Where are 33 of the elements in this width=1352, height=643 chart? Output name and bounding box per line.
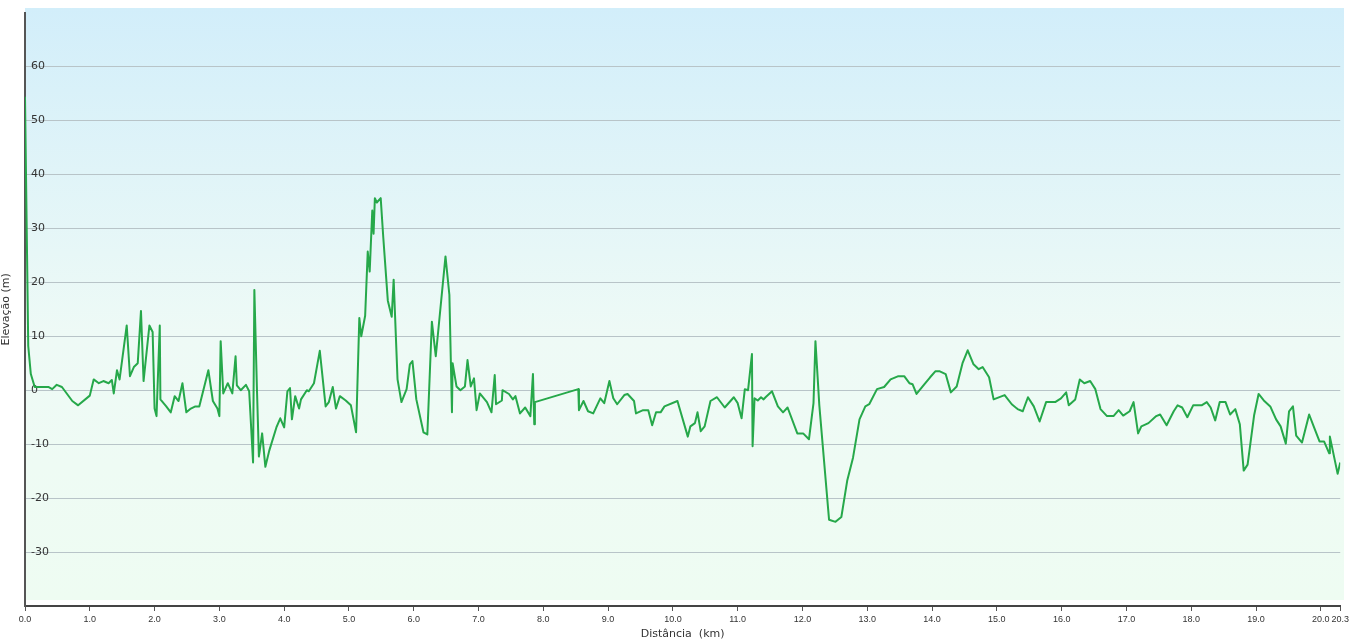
x-tick-label: 9.0 xyxy=(601,613,615,624)
y-tick-label: 40 xyxy=(31,167,45,181)
x-tick-label: 16.0 xyxy=(1052,613,1071,624)
x-axis-title: Distância (km) xyxy=(640,627,725,641)
y-tick-label: 60 xyxy=(31,59,45,73)
x-tick-label: 6.0 xyxy=(407,613,420,624)
x-tick-label: 17.0 xyxy=(1117,613,1136,624)
x-tick-label: 19.0 xyxy=(1247,613,1265,624)
x-tick-label: 2.0 xyxy=(148,613,161,624)
x-tick-label: 0.0 xyxy=(18,613,32,624)
x-tick-label: 20.0 xyxy=(1312,613,1330,624)
x-tick-label: 14.0 xyxy=(923,613,941,624)
y-axis-title: Elevação (m) xyxy=(0,273,13,346)
y-tick-label: 10 xyxy=(31,329,45,343)
x-tick-label: 5.0 xyxy=(342,613,356,624)
x-tick-label: 4.0 xyxy=(277,613,291,624)
y-tick-label: -30 xyxy=(31,544,49,558)
x-tick-label: 13.0 xyxy=(858,613,877,624)
x-tick-label: 15.0 xyxy=(988,613,1006,624)
x-tick-label: 8.0 xyxy=(537,613,550,624)
x-tick-label: 1.0 xyxy=(83,613,97,624)
x-tick-label: 20.3 xyxy=(1331,613,1350,624)
y-tick-label: 30 xyxy=(31,221,45,235)
y-tick-label: -20 xyxy=(31,490,49,504)
x-tick-label: 7.0 xyxy=(472,613,485,624)
x-tick-label: 12.0 xyxy=(793,613,812,624)
y-tick-label: 20 xyxy=(31,275,45,289)
x-tick-label: 18.0 xyxy=(1182,613,1200,624)
x-tick-label: 3.0 xyxy=(213,613,226,624)
x-tick-label: 11.0 xyxy=(729,613,747,624)
x-tick-label: 10.0 xyxy=(664,613,682,624)
y-tick-label: -10 xyxy=(31,437,49,451)
y-tick-label: 50 xyxy=(31,113,45,127)
